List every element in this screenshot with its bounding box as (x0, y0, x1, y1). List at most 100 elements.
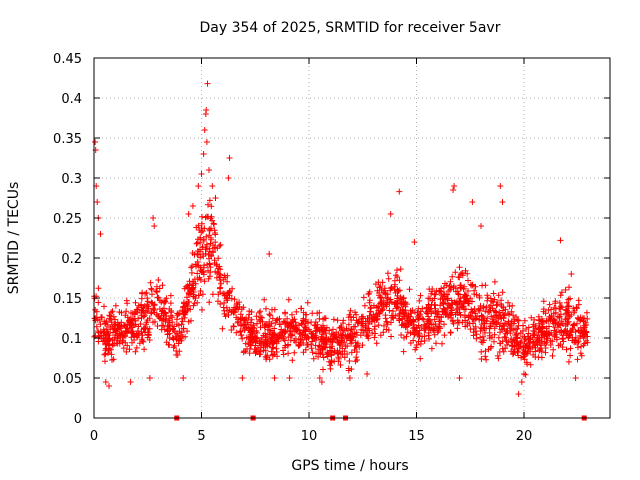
data-point (213, 261, 220, 268)
data-point (410, 325, 417, 332)
data-point (475, 306, 482, 313)
data-point (563, 346, 570, 353)
data-point (211, 257, 218, 264)
data-point (428, 290, 435, 297)
data-point (97, 231, 104, 237)
data-point (248, 316, 255, 323)
data-point (215, 291, 222, 298)
data-point (441, 332, 448, 339)
data-point (535, 354, 542, 361)
data-point (498, 297, 505, 304)
data-point (360, 294, 367, 301)
data-point (284, 321, 291, 328)
y-tick-label: 0.4 (61, 92, 82, 107)
data-point (357, 332, 364, 339)
data-point (549, 338, 556, 345)
data-point (559, 304, 565, 311)
data-point (323, 339, 330, 346)
data-point (304, 299, 311, 306)
data-point (160, 322, 167, 329)
data-point (373, 340, 380, 347)
data-point (436, 318, 443, 325)
data-point (251, 346, 258, 353)
data-point (384, 270, 391, 277)
data-point (348, 340, 355, 347)
data-point (164, 331, 171, 338)
data-point (237, 328, 244, 335)
data-point (388, 333, 395, 340)
data-point (469, 315, 476, 322)
data-point (212, 231, 219, 238)
data-point (488, 343, 495, 350)
data-point (155, 294, 162, 301)
data-point (201, 278, 208, 285)
data-point (530, 332, 537, 339)
data-point (454, 325, 461, 332)
data-point (471, 305, 478, 312)
data-point (241, 321, 248, 328)
data-point (538, 348, 545, 355)
data-point (212, 195, 219, 201)
data-point (97, 328, 104, 335)
data-point (177, 332, 184, 339)
data-point (280, 351, 287, 358)
data-point (541, 338, 548, 345)
x-axis-label: GPS time / hours (291, 458, 408, 474)
data-point (276, 315, 283, 322)
data-point (198, 171, 205, 177)
data-point (510, 312, 517, 319)
data-point (481, 337, 487, 344)
data-point (499, 345, 506, 352)
data-point (286, 328, 293, 335)
data-point (359, 342, 366, 349)
data-point (339, 337, 346, 344)
data-point (441, 309, 448, 316)
data-point (169, 334, 176, 341)
data-point (297, 340, 304, 347)
data-point (403, 333, 410, 340)
data-point (384, 321, 391, 328)
data-point (483, 356, 490, 363)
data-point (580, 318, 587, 325)
data-point (255, 344, 261, 351)
data-point (147, 279, 154, 286)
data-point (266, 311, 273, 318)
data-point (320, 354, 327, 361)
data-point (577, 324, 584, 331)
data-point (272, 319, 279, 326)
data-point (535, 329, 542, 336)
data-point (206, 261, 213, 268)
data-point (405, 311, 412, 318)
data-point (245, 325, 252, 332)
data-point (454, 301, 461, 308)
data-point (491, 325, 498, 332)
data-point (221, 299, 228, 306)
data-point (450, 320, 457, 327)
data-point (209, 183, 216, 189)
data-point (564, 328, 571, 334)
data-point (198, 220, 205, 227)
data-point (171, 328, 178, 335)
data-point (415, 332, 422, 339)
data-point (482, 348, 489, 355)
data-point (574, 339, 581, 346)
data-point (246, 350, 253, 357)
data-point (327, 335, 334, 342)
data-point (160, 309, 167, 316)
data-point (462, 306, 469, 312)
data-point (188, 264, 195, 271)
data-point (224, 278, 231, 285)
data-point (217, 241, 224, 248)
data-point (493, 319, 499, 326)
data-point (515, 391, 522, 397)
data-point (533, 339, 540, 346)
data-point (257, 308, 264, 315)
data-point (495, 355, 502, 362)
data-point (517, 340, 524, 346)
data-point (386, 300, 393, 307)
data-point (394, 274, 401, 280)
data-point (570, 322, 577, 329)
data-point (583, 309, 590, 316)
data-point (431, 302, 438, 309)
data-point (124, 321, 131, 328)
